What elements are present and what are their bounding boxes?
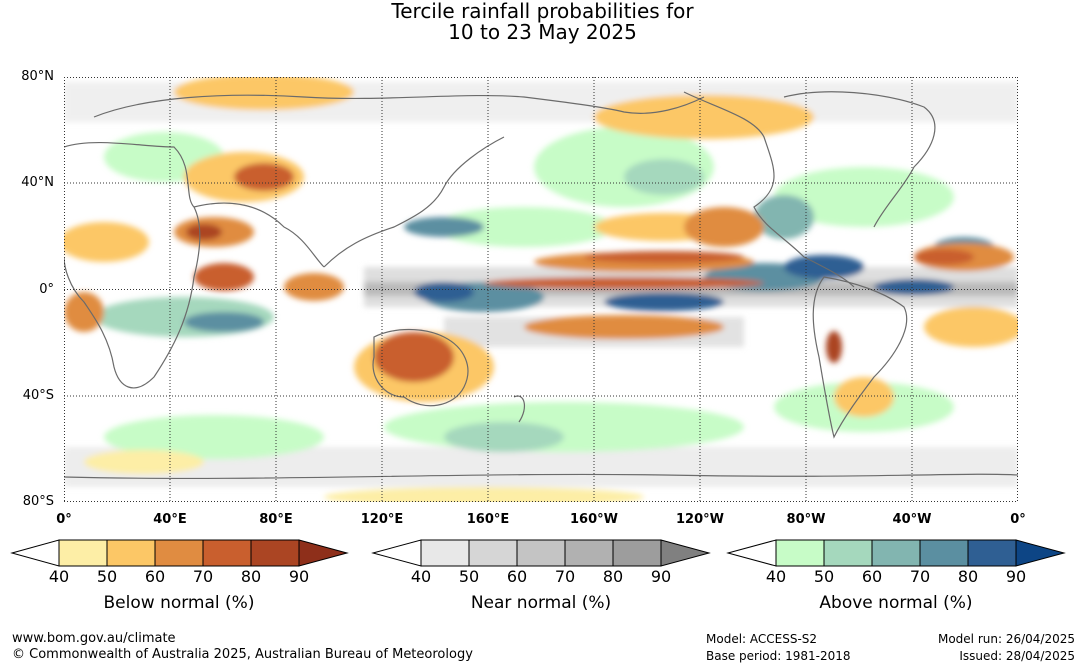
colorbar-near-seg	[516, 539, 566, 567]
colorbar-below-upper-arrow	[298, 539, 349, 567]
colorbar-near-lower-arrow	[371, 539, 422, 567]
below-tick: 50	[96, 567, 118, 586]
footer-model: Model: ACCESS-S2	[706, 632, 818, 646]
colorbar-near-seg	[420, 539, 470, 567]
lon-label-120w: 120°W	[676, 512, 724, 527]
colorbar-below-seg	[58, 539, 108, 567]
map-title-line1: Tercile rainfall probabilities for	[391, 0, 694, 23]
near-tick: 40	[410, 567, 432, 586]
above-tick: 60	[861, 567, 883, 586]
colorbar-below-seg	[250, 539, 300, 567]
colorbar-below-seg	[106, 539, 156, 567]
legend-title-above: Above normal (%)	[819, 593, 973, 613]
colorbar-above	[726, 539, 1066, 567]
lon-label-120e: 120°E	[360, 512, 404, 527]
colorbar-above-seg	[967, 539, 1017, 567]
lat-label-equator: 0°	[39, 282, 54, 297]
probability-map	[64, 77, 1018, 502]
lon-label-160e: 160°E	[466, 512, 510, 527]
colorbar-above-seg	[919, 539, 969, 567]
colorbar-above-seg	[871, 539, 921, 567]
near-tick: 60	[506, 567, 528, 586]
above-tick: 90	[1005, 567, 1027, 586]
probability-field	[64, 77, 1018, 502]
below-tick: 60	[144, 567, 166, 586]
legend-title-near: Near normal (%)	[470, 593, 612, 613]
lon-label-80w: 80°W	[786, 512, 826, 527]
below-tick: 70	[192, 567, 214, 586]
colorbar-near-seg	[564, 539, 614, 567]
colorbar-above-seg	[775, 539, 825, 567]
lat-label-80n: 80°N	[21, 69, 54, 84]
near-tick: 90	[650, 567, 672, 586]
colorbar-below-lower-arrow	[10, 539, 60, 567]
footer-model-run: Model run: 26/04/2025	[937, 632, 1075, 646]
colorbar-below-seg	[202, 539, 252, 567]
below-tick: 80	[240, 567, 262, 586]
colorbar-near	[371, 539, 711, 567]
colorbar-below-seg	[154, 539, 204, 567]
footer-issued: Issued: 28/04/2025	[959, 649, 1075, 663]
map-canvas	[64, 77, 1018, 502]
colorbars	[10, 539, 1066, 567]
colorbar-above-upper-arrow	[1015, 539, 1066, 567]
graticule	[64, 77, 1018, 502]
colorbar-near-upper-arrow	[660, 539, 711, 567]
footer-copyright: © Commonwealth of Australia 2025, Austra…	[12, 647, 473, 662]
colorbar-below	[10, 539, 349, 567]
footer-base-period: Base period: 1981-2018	[706, 649, 851, 663]
lat-label-40n: 40°N	[21, 175, 54, 190]
colorbar-above-lower-arrow	[726, 539, 777, 567]
above-tick: 50	[813, 567, 835, 586]
above-tick: 70	[909, 567, 931, 586]
footer-website: www.bom.gov.au/climate	[12, 631, 176, 646]
lon-label-0-east: 0°	[1010, 512, 1026, 527]
near-tick: 80	[602, 567, 624, 586]
map-title-line2: 10 to 23 May 2025	[448, 20, 637, 44]
above-tick: 80	[957, 567, 979, 586]
lon-label-40w: 40°W	[892, 512, 932, 527]
below-tick: 90	[288, 567, 310, 586]
lon-label-40e: 40°E	[153, 512, 187, 527]
lon-label-160w: 160°W	[570, 512, 618, 527]
near-tick: 50	[458, 567, 480, 586]
above-tick: 40	[765, 567, 787, 586]
below-tick: 40	[48, 567, 70, 586]
legend-title-below: Below normal (%)	[103, 593, 255, 613]
colorbar-above-seg	[823, 539, 873, 567]
colorbar-near-seg	[612, 539, 662, 567]
lat-label-80s: 80°S	[22, 494, 54, 509]
coastlines	[64, 91, 1018, 480]
colorbar-near-seg	[468, 539, 518, 567]
lon-label-0: 0°	[56, 512, 72, 527]
lat-label-40s: 40°S	[22, 388, 54, 403]
near-tick: 70	[554, 567, 576, 586]
lon-label-80e: 80°E	[259, 512, 293, 527]
